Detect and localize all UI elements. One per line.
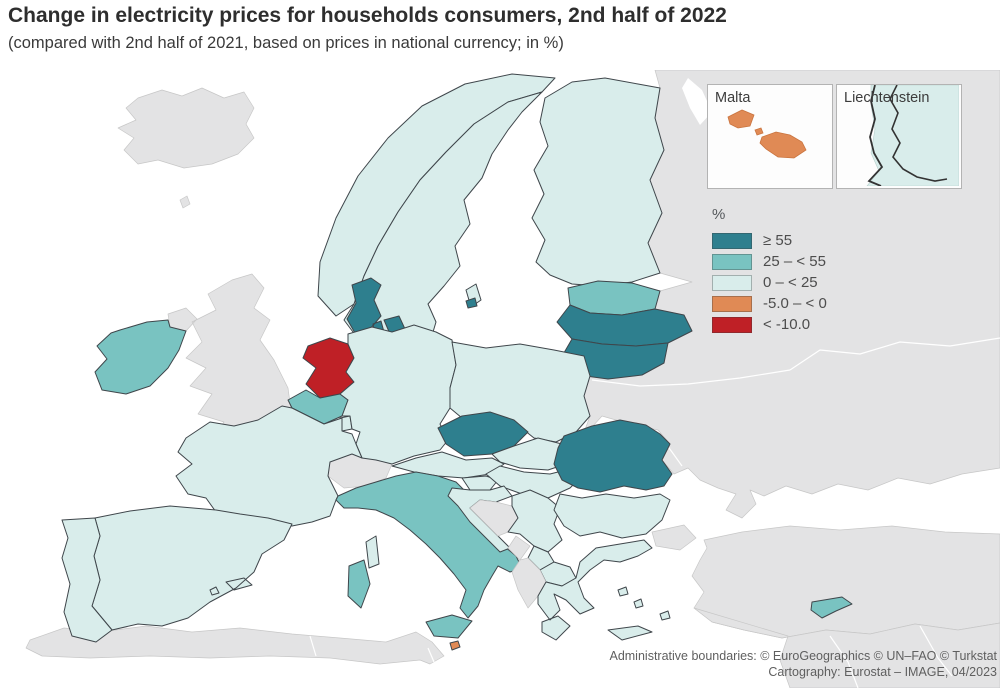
north-africa-landmass <box>25 625 445 665</box>
legend-item: 25 – < 55 <box>712 251 827 272</box>
legend-title: % <box>712 206 726 223</box>
legend-label: ≥ 55 <box>763 232 793 249</box>
country-latvia <box>556 304 693 347</box>
liechtenstein-west-border <box>867 85 884 186</box>
legend-item: ≥ 55 <box>712 230 827 251</box>
legend-swatch <box>712 295 752 312</box>
inset-malta: Malta <box>707 84 833 189</box>
white-sea <box>682 78 712 125</box>
inset-liechtenstein-label: Liechtenstein <box>844 90 930 106</box>
country-finland <box>531 77 665 287</box>
country-romania <box>553 419 673 493</box>
malta-gozo-island <box>727 109 755 129</box>
border-syria-iraq <box>829 625 953 688</box>
legend-item: -5.0 – < 0 <box>712 293 827 314</box>
country-czechia <box>437 411 529 457</box>
country-france <box>175 405 380 569</box>
footer-boundaries-credit: Administrative boundaries: © EuroGeograp… <box>609 649 997 663</box>
legend-item: < -10.0 <box>712 314 827 335</box>
country-bulgaria <box>553 493 671 539</box>
map-title: Change in electricity prices for househo… <box>8 4 727 27</box>
legend: % ≥ 55 25 – < 55 0 – < 25 -5.0 – < 0 < -10.0 <box>712 206 827 335</box>
liechtenstein-inset-map <box>866 85 959 186</box>
country-iceland <box>117 87 255 209</box>
legend-swatch <box>712 253 752 270</box>
country-italy <box>335 471 523 639</box>
country-ireland <box>94 319 187 395</box>
legend-label: 25 – < 55 <box>763 253 826 270</box>
country-portugal <box>61 517 113 643</box>
border-africa <box>309 635 435 663</box>
map-area: Malta Liechtenstein % ≥ 55 25 – < 55 0 – <… <box>0 70 1000 688</box>
inset-liechtenstein: Liechtenstein <box>836 84 962 189</box>
country-montenegro <box>507 535 531 561</box>
map-subtitle: (compared with 2nd half of 2021, based o… <box>8 34 564 52</box>
malta-comino-island <box>754 127 764 136</box>
legend-swatch <box>712 316 752 333</box>
malta-inset-map <box>727 109 807 159</box>
legend-label: 0 – < 25 <box>763 274 818 291</box>
legend-item: 0 – < 25 <box>712 272 827 293</box>
inset-malta-label: Malta <box>715 90 751 106</box>
border-ukraine-belarus <box>591 369 791 387</box>
legend-label: < -10.0 <box>763 316 811 333</box>
legend-label: -5.0 – < 0 <box>763 295 827 312</box>
legend-swatch <box>712 232 752 249</box>
country-slovenia <box>461 475 499 491</box>
legend-swatch <box>712 274 752 291</box>
border-ukraine-russia <box>789 337 1000 371</box>
country-cyprus <box>810 596 853 619</box>
header: Change in electricity prices for househo… <box>8 4 992 53</box>
footer: Administrative boundaries: © EuroGeograp… <box>609 648 997 680</box>
europe-choropleth-map <box>0 70 1000 688</box>
country-germany <box>339 324 457 465</box>
legend-rows: ≥ 55 25 – < 55 0 – < 25 -5.0 – < 0 < -10.0 <box>712 230 827 335</box>
liechtenstein-east-border <box>889 85 948 182</box>
middle-east-landmass <box>693 607 1000 688</box>
country-greece <box>537 539 671 641</box>
footer-cartography-credit: Cartography: Eurostat – IMAGE, 04/2023 <box>768 665 997 679</box>
country-malta-dot <box>449 640 461 651</box>
malta-main-island <box>759 131 807 159</box>
